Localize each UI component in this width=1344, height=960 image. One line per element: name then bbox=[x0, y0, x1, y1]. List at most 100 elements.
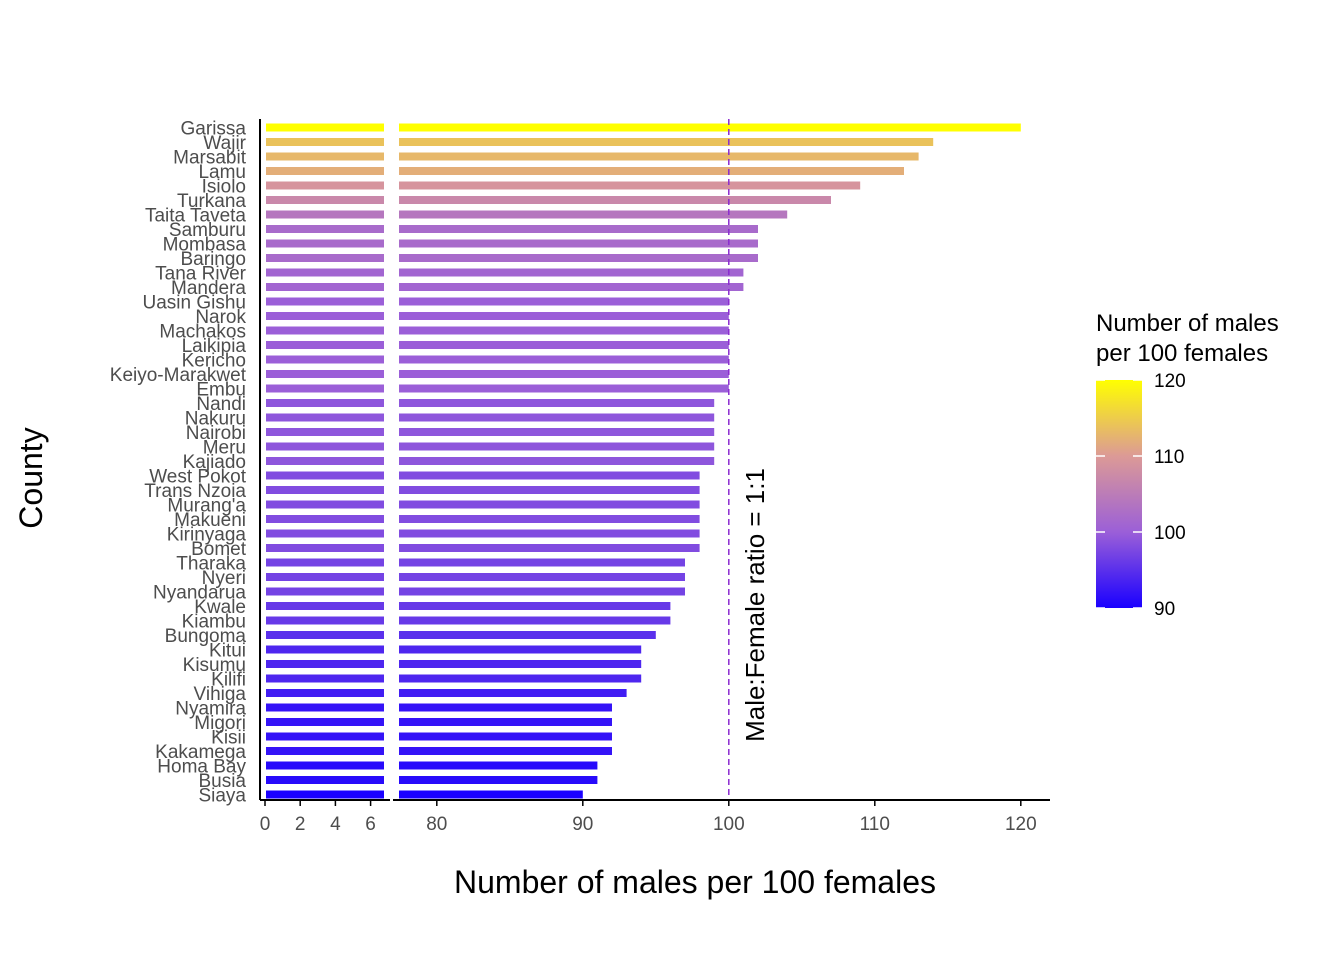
y-tick-label-bomet: Bomet bbox=[191, 539, 247, 560]
y-tick-label-siaya: Siaya bbox=[198, 786, 246, 807]
legend-tick-label-90: 90 bbox=[1154, 599, 1175, 620]
bar-tana-river bbox=[399, 268, 744, 277]
bar-nandi bbox=[399, 399, 715, 407]
y-tick-label-kiambu: Kiambu bbox=[182, 612, 246, 633]
x-axis-title: Number of males per 100 females bbox=[454, 864, 936, 900]
bar-left-homa-bay bbox=[266, 761, 384, 770]
x-tick-label-90: 90 bbox=[572, 814, 593, 835]
bar-kwale bbox=[399, 602, 671, 610]
bar-left-kakamega bbox=[266, 747, 384, 755]
bar-kirinyaga bbox=[399, 529, 700, 538]
bar-left-nairobi bbox=[266, 428, 384, 436]
y-tick-label-baringo: Baringo bbox=[181, 249, 247, 270]
bar-kakamega bbox=[399, 747, 612, 755]
x-tick-label-2: 2 bbox=[295, 814, 306, 835]
bar-homa-bay bbox=[399, 761, 598, 770]
bar-left-vihiga bbox=[266, 689, 384, 697]
legend-title-line-2: per 100 females bbox=[1096, 340, 1268, 367]
bar-left-meru bbox=[266, 442, 384, 451]
bar-left-west-pokot bbox=[266, 471, 384, 480]
bar-mombasa bbox=[399, 239, 758, 248]
legend-tick-label-110: 110 bbox=[1154, 447, 1184, 468]
bar-nyamira bbox=[399, 703, 612, 712]
legend-colorbar bbox=[1096, 380, 1142, 608]
bar-vihiga bbox=[399, 689, 627, 697]
bar-taita-taveta bbox=[399, 210, 788, 219]
bar-nakuru bbox=[399, 413, 715, 422]
bar-bomet bbox=[399, 544, 700, 552]
legend-tick-label-100: 100 bbox=[1154, 523, 1186, 544]
y-tick-labels: GarissaWajirMarsabitLamuIsioloTurkanaTai… bbox=[110, 119, 247, 807]
y-tick-label-west-pokot: West Pokot bbox=[149, 467, 247, 488]
bar-left-kisumu bbox=[266, 660, 384, 668]
y-tick-label-kitui: Kitui bbox=[209, 641, 246, 662]
bar-kisumu bbox=[399, 660, 642, 668]
x-tick-label-110: 110 bbox=[860, 814, 890, 835]
y-tick-label-garissa: Garissa bbox=[181, 119, 247, 140]
bar-left-narok bbox=[266, 312, 384, 320]
x-tick-label-80: 80 bbox=[426, 814, 447, 835]
y-tick-label-kisumu: Kisumu bbox=[183, 655, 246, 676]
bar-left-laikipia bbox=[266, 341, 384, 349]
y-tick-label-homa-bay: Homa Bay bbox=[157, 757, 246, 778]
y-tick-label-embu: Embu bbox=[196, 380, 246, 401]
bar-trans-nzoia bbox=[399, 486, 700, 494]
y-tick-label-marsabit: Marsabit bbox=[173, 148, 247, 169]
y-tick-label-kericho: Kericho bbox=[182, 351, 246, 372]
bar-embu bbox=[399, 384, 729, 393]
bar-left-tharaka bbox=[266, 558, 384, 567]
bar-samburu bbox=[399, 225, 758, 233]
bar-left-murang-a bbox=[266, 500, 384, 509]
bar-baringo bbox=[399, 254, 758, 262]
y-tick-label-nyamira: Nyamira bbox=[175, 699, 246, 720]
bar-left-kirinyaga bbox=[266, 529, 384, 538]
bar-nyandarua bbox=[399, 587, 685, 596]
bar-left-mombasa bbox=[266, 239, 384, 248]
bar-lamu bbox=[399, 167, 904, 175]
bar-left-siaya bbox=[266, 790, 384, 799]
y-tick-label-nyeri: Nyeri bbox=[202, 568, 246, 589]
bar-turkana bbox=[399, 196, 831, 204]
y-tick-label-vihiga: Vihiga bbox=[194, 684, 247, 705]
bar-left-kitui bbox=[266, 645, 384, 654]
y-tick-label-kilifi: Kilifi bbox=[211, 670, 246, 691]
bar-left-turkana bbox=[266, 196, 384, 204]
bar-migori bbox=[399, 718, 612, 726]
reference-line-group: Male:Female ratio = 1:1 bbox=[728, 119, 770, 800]
bar-left-mandera bbox=[266, 283, 384, 291]
bar-left-migori bbox=[266, 718, 384, 726]
y-tick-label-nandi: Nandi bbox=[196, 394, 246, 415]
bar-left-kilifi bbox=[266, 674, 384, 683]
y-tick-label-nairobi: Nairobi bbox=[186, 423, 246, 444]
bar-keiyo-marakwet bbox=[399, 370, 729, 378]
bar-meru bbox=[399, 442, 715, 451]
y-tick-label-machakos: Machakos bbox=[159, 322, 246, 343]
bar-left-kiambu bbox=[266, 616, 384, 625]
y-axis-title: County bbox=[13, 427, 49, 528]
bar-bungoma bbox=[399, 631, 656, 639]
y-tick-label-kajiado: Kajiado bbox=[183, 452, 246, 473]
bar-garissa bbox=[399, 123, 1021, 132]
bar-kitui bbox=[399, 645, 642, 654]
bar-wajir bbox=[399, 138, 934, 146]
bar-left-keiyo-marakwet bbox=[266, 370, 384, 378]
y-tick-label-laikipia: Laikipia bbox=[182, 336, 247, 357]
y-tick-label-kakamega: Kakamega bbox=[155, 742, 246, 763]
bar-left-taita-taveta bbox=[266, 210, 384, 219]
bar-left-bomet bbox=[266, 544, 384, 552]
y-tick-label-lamu: Lamu bbox=[198, 162, 246, 183]
bar-isiolo bbox=[399, 181, 861, 190]
bar-kajiado bbox=[399, 457, 715, 465]
legend-title-line-1: Number of males bbox=[1096, 310, 1279, 337]
bar-uasin-gishu bbox=[399, 297, 729, 306]
bar-left-samburu bbox=[266, 225, 384, 233]
y-tick-label-samburu: Samburu bbox=[169, 220, 246, 241]
bar-laikipia bbox=[399, 341, 729, 349]
bar-left-nyamira bbox=[266, 703, 384, 712]
bar-murang-a bbox=[399, 500, 700, 509]
bar-kilifi bbox=[399, 674, 642, 683]
bar-busia bbox=[399, 776, 598, 784]
y-tick-label-nyandarua: Nyandarua bbox=[153, 583, 246, 604]
bar-left-kericho bbox=[266, 355, 384, 364]
